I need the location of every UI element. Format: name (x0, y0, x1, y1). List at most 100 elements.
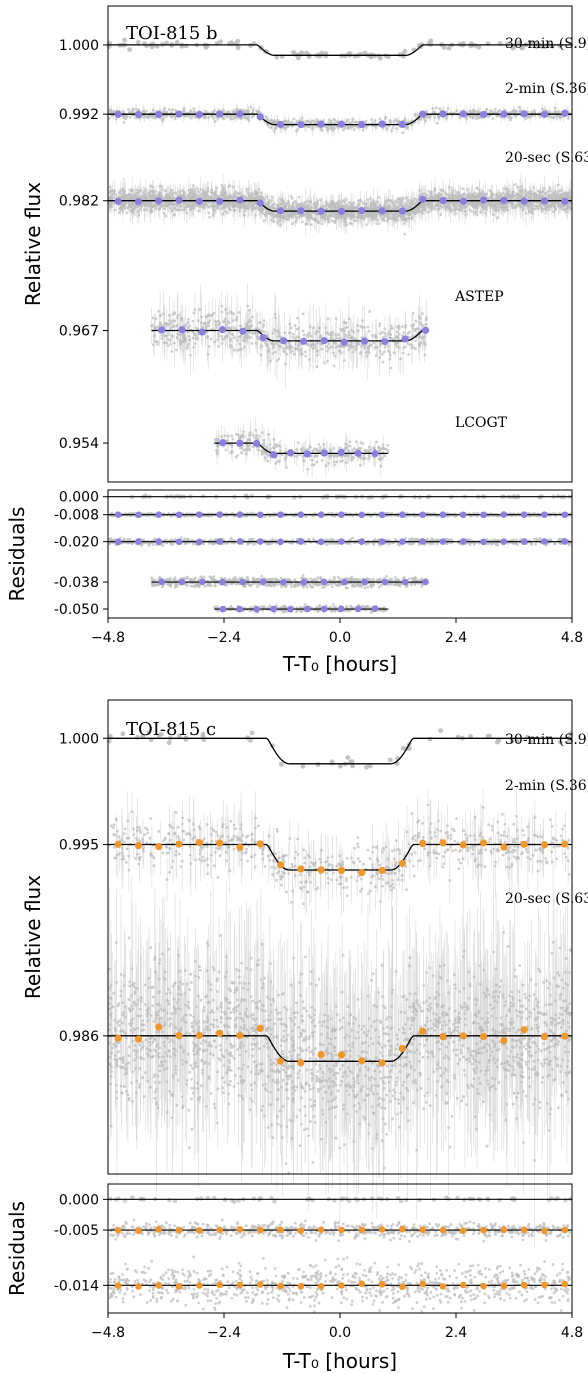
raw-point (204, 110, 208, 113)
raw-point (235, 38, 241, 44)
raw-point (317, 442, 321, 446)
raw-point (400, 325, 404, 329)
raw-point (262, 219, 266, 223)
raw-point (212, 116, 216, 120)
raw-point (262, 319, 266, 323)
raw-point (208, 215, 212, 219)
raw-point (423, 353, 427, 357)
raw-point (242, 339, 245, 342)
raw-point (207, 201, 211, 205)
raw-point (209, 337, 213, 341)
raw-point (250, 341, 254, 345)
raw-point (446, 45, 452, 51)
raw-point (251, 434, 255, 437)
raw-point (332, 118, 336, 121)
raw-point (245, 188, 249, 191)
raw-point (291, 332, 295, 336)
raw-point (497, 109, 501, 113)
raw-point (232, 326, 236, 329)
raw-point (155, 340, 159, 344)
raw-point (292, 117, 296, 121)
raw-point (470, 210, 474, 213)
raw-point (461, 187, 465, 191)
raw-point (192, 110, 196, 114)
raw-point (475, 186, 479, 190)
raw-point (262, 330, 266, 334)
raw-point (301, 220, 304, 224)
raw-point (403, 345, 407, 348)
raw-point (378, 322, 382, 326)
raw-point (235, 45, 241, 51)
raw-point (288, 322, 292, 326)
raw-point (493, 107, 497, 111)
raw-point (244, 109, 247, 113)
raw-point (334, 317, 338, 320)
raw-point (164, 214, 167, 218)
raw-point (452, 111, 456, 115)
raw-point (156, 342, 160, 346)
raw-point (305, 343, 309, 347)
raw-point (310, 119, 314, 123)
raw-point (113, 208, 117, 212)
raw-point (389, 336, 393, 340)
raw-point (289, 194, 293, 198)
raw-point (471, 116, 475, 120)
raw-point (348, 440, 352, 444)
raw-point (263, 341, 267, 345)
raw-point (373, 346, 377, 349)
raw-point (258, 434, 262, 438)
raw-point (125, 211, 129, 215)
raw-point (350, 222, 354, 226)
raw-point (175, 348, 178, 352)
raw-point (439, 213, 443, 216)
raw-point (174, 40, 180, 45)
raw-point (287, 341, 291, 345)
raw-point (383, 454, 387, 458)
raw-point (491, 117, 495, 120)
raw-point (394, 118, 398, 121)
raw-point (183, 43, 189, 49)
raw-point (169, 342, 172, 346)
raw-point (317, 450, 321, 454)
raw-point (157, 309, 161, 313)
raw-point (293, 52, 298, 57)
raw-point (128, 115, 132, 119)
raw-point (318, 446, 322, 449)
raw-point (170, 350, 174, 353)
raw-point (367, 445, 371, 449)
raw-point (186, 321, 190, 324)
raw-point (213, 438, 217, 441)
raw-point (424, 119, 428, 123)
raw-point (567, 114, 571, 118)
raw-point (510, 116, 513, 120)
raw-point (313, 455, 317, 458)
raw-point (496, 216, 499, 220)
raw-point (338, 446, 342, 450)
raw-point (306, 447, 310, 451)
raw-point (407, 352, 410, 356)
raw-point (296, 128, 300, 131)
raw-point (475, 117, 478, 120)
raw-point (402, 48, 408, 54)
raw-point (344, 326, 348, 330)
raw-point (335, 120, 339, 124)
raw-point (537, 189, 540, 193)
raw-point (528, 40, 533, 45)
raw-point (153, 116, 157, 120)
raw-data-points (106, 37, 573, 471)
raw-point (237, 311, 241, 314)
raw-point (331, 219, 335, 223)
raw-point (356, 125, 359, 129)
raw-point (191, 336, 195, 340)
raw-point (317, 53, 322, 59)
raw-point (381, 330, 384, 334)
raw-point (171, 108, 175, 112)
raw-point (145, 109, 148, 113)
raw-point (291, 336, 295, 339)
raw-point (154, 317, 158, 321)
raw-point (315, 448, 319, 451)
raw-point (304, 354, 308, 358)
raw-point (414, 339, 417, 343)
raw-point (380, 352, 384, 356)
raw-point (362, 457, 366, 460)
